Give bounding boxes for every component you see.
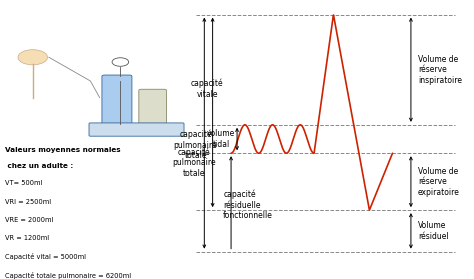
FancyBboxPatch shape <box>139 89 166 125</box>
Text: capacité
pulmonaire
totale: capacité pulmonaire totale <box>173 147 216 178</box>
Text: Volume
résiduel: Volume résiduel <box>418 221 448 240</box>
Text: VR = 1200ml: VR = 1200ml <box>5 235 49 241</box>
Text: Volume de
réserve
expiratoire: Volume de réserve expiratoire <box>418 167 460 197</box>
FancyBboxPatch shape <box>89 123 184 136</box>
Text: VT= 500ml: VT= 500ml <box>5 180 43 186</box>
Text: capacité
vitale: capacité vitale <box>191 79 223 99</box>
Text: Capacité vital = 5000ml: Capacité vital = 5000ml <box>5 253 86 260</box>
Text: Capacité totale pulmonaire = 6200ml: Capacité totale pulmonaire = 6200ml <box>5 271 131 278</box>
Circle shape <box>18 50 47 65</box>
Text: capacité
pulmonaire
totale: capacité pulmonaire totale <box>174 130 218 160</box>
FancyBboxPatch shape <box>102 75 132 129</box>
Text: chez un adulte :: chez un adulte : <box>5 162 73 169</box>
Text: Volume de
réserve
inspiratoire: Volume de réserve inspiratoire <box>418 55 462 85</box>
Text: Valeurs moyennes normales: Valeurs moyennes normales <box>5 147 121 153</box>
Text: volume
tidal: volume tidal <box>207 129 236 149</box>
Text: VRE = 2000ml: VRE = 2000ml <box>5 217 54 223</box>
Text: VRI = 2500ml: VRI = 2500ml <box>5 199 51 205</box>
Text: capacité
résiduelle
fonctionnelle: capacité résiduelle fonctionnelle <box>223 190 273 220</box>
